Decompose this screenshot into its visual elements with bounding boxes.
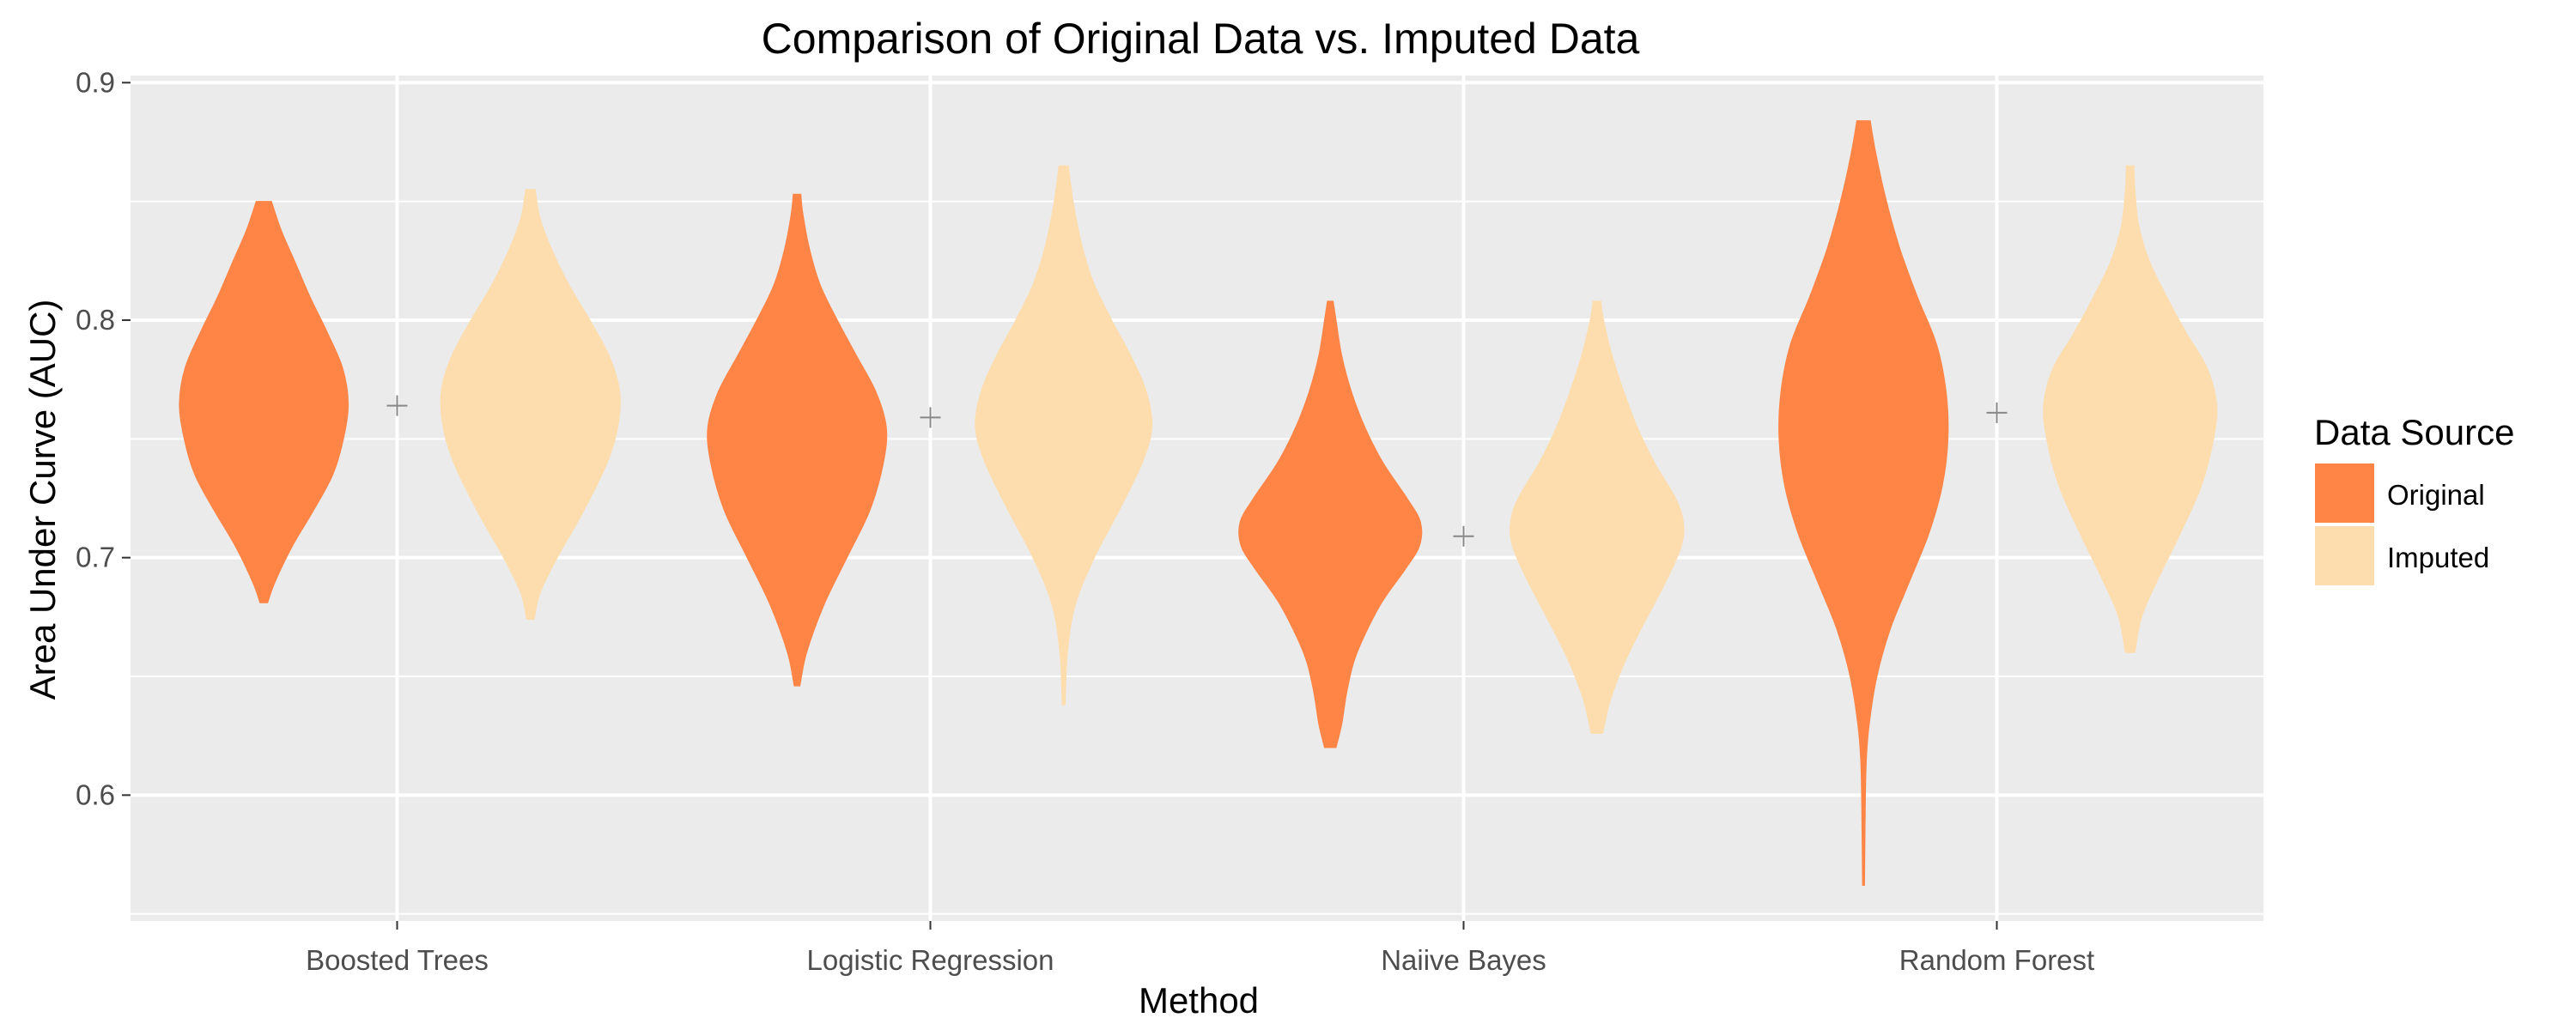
- violin-original-0: [179, 201, 349, 603]
- axes: 0.6 0.7 0.8 0.9 Boosted Trees Logistic Regres…: [76, 66, 2094, 976]
- y-tick-label: 0.7: [76, 542, 115, 573]
- mean-marker: [1986, 402, 2008, 423]
- legend: Data Source Original Imputed: [2314, 412, 2514, 585]
- legend-key-original: [2315, 464, 2374, 523]
- chart-title: Comparison of Original Data vs. Imputed …: [762, 15, 1640, 63]
- violins: [179, 120, 2218, 886]
- x-axis-title: Method: [1139, 980, 1259, 1021]
- violin-original-3: [1778, 120, 1949, 886]
- violin-imputed-1: [975, 165, 1153, 706]
- violin-imputed-0: [440, 189, 621, 621]
- x-tick-label: Logistic Regression: [807, 944, 1054, 976]
- x-tick-label: Naiive Bayes: [1381, 944, 1546, 976]
- mean-marker: [386, 395, 408, 416]
- y-tick-label: 0.6: [76, 779, 115, 810]
- y-tick-label: 0.8: [76, 304, 115, 336]
- legend-label-imputed: Imputed: [2387, 542, 2489, 573]
- violin-original-2: [1238, 300, 1423, 748]
- y-axis-title: Area Under Curve (AUC): [22, 300, 63, 700]
- mean-marker: [920, 407, 941, 428]
- legend-label-original: Original: [2387, 479, 2485, 511]
- x-tick-label: Boosted Trees: [306, 944, 489, 976]
- violin-imputed-3: [2043, 165, 2218, 653]
- violin-imputed-2: [1509, 300, 1685, 734]
- violin-original-1: [707, 193, 888, 687]
- mean-markers: [386, 395, 2008, 547]
- mean-marker: [1453, 525, 1474, 547]
- x-tick-label: Random Forest: [1899, 944, 2094, 976]
- legend-title: Data Source: [2314, 412, 2514, 452]
- legend-key-imputed: [2315, 526, 2374, 585]
- y-tick-label: 0.9: [76, 66, 115, 98]
